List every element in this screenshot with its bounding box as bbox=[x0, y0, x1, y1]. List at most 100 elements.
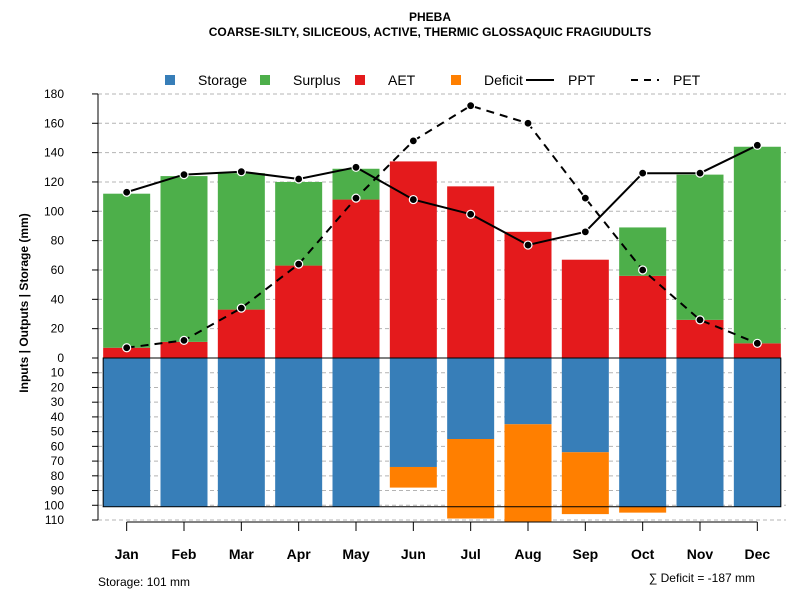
bar-surplus bbox=[275, 181, 323, 266]
y-tick-label-lower: 70 bbox=[51, 454, 65, 468]
legend-swatch bbox=[260, 75, 270, 85]
x-tick-label: Jul bbox=[461, 546, 481, 562]
bar-aet bbox=[504, 231, 552, 358]
bar-storage bbox=[103, 358, 151, 507]
bars bbox=[102, 146, 782, 522]
y-tick-label-lower: 110 bbox=[45, 513, 64, 527]
pet-point bbox=[236, 303, 246, 313]
pet-point bbox=[179, 335, 189, 345]
y-tick-label-upper: 140 bbox=[44, 146, 64, 160]
ppt-point bbox=[408, 194, 418, 205]
y-tick-label-lower: 80 bbox=[51, 469, 65, 483]
bar-aet bbox=[561, 259, 609, 358]
ppt-point bbox=[695, 168, 705, 178]
x-tick-label: Aug bbox=[514, 546, 541, 562]
ppt-point bbox=[351, 162, 361, 172]
ppt-point bbox=[294, 174, 304, 184]
storage-note: Storage: 101 mm bbox=[98, 575, 190, 589]
x-tick-label: Sep bbox=[572, 546, 598, 562]
x-tick-label: Jan bbox=[115, 546, 139, 562]
legend-label: Surplus bbox=[293, 72, 340, 88]
bar-aet bbox=[103, 347, 151, 358]
legend-swatch bbox=[165, 75, 175, 85]
pet-point bbox=[294, 259, 304, 269]
y-tick-label-lower: 10 bbox=[51, 366, 65, 380]
y-tick-label-upper: 100 bbox=[44, 204, 64, 218]
bar-deficit bbox=[561, 452, 609, 515]
bar-storage bbox=[217, 358, 265, 507]
ppt-point bbox=[466, 209, 476, 219]
bar-aet bbox=[733, 343, 781, 358]
ppt-point bbox=[638, 168, 648, 178]
bar-storage bbox=[676, 358, 724, 507]
axes: 0204060801001201401601801020304050607080… bbox=[44, 87, 770, 562]
storage-capacity-outline bbox=[102, 357, 782, 508]
bar-deficit bbox=[447, 438, 495, 519]
chart-subtitle: COARSE-SILTY, SILICEOUS, ACTIVE, THERMIC… bbox=[209, 25, 651, 39]
x-tick-label: Dec bbox=[744, 546, 770, 562]
y-tick-label-upper: 20 bbox=[51, 322, 65, 336]
bar-storage bbox=[733, 358, 781, 507]
y-tick-label-upper: 0 bbox=[57, 351, 64, 365]
legend-label: PPT bbox=[568, 72, 596, 88]
y-tick-label-upper: 40 bbox=[51, 292, 65, 306]
bar-deficit bbox=[619, 506, 667, 513]
pet-point bbox=[408, 136, 418, 146]
legend: Storage Surplus AET Deficit PPT PET bbox=[165, 72, 701, 88]
bar-deficit bbox=[504, 424, 552, 522]
x-tick-label: May bbox=[342, 546, 369, 562]
legend-label: PET bbox=[673, 72, 701, 88]
x-tick-label: Mar bbox=[229, 546, 254, 562]
x-tick-label: Oct bbox=[631, 546, 655, 562]
series-lines bbox=[122, 101, 762, 353]
bar-surplus bbox=[160, 176, 208, 342]
x-tick-label: Nov bbox=[687, 546, 714, 562]
legend-label: Storage bbox=[198, 72, 247, 88]
bar-surplus bbox=[217, 173, 265, 310]
ppt-point bbox=[580, 227, 590, 237]
legend-swatch bbox=[355, 75, 365, 85]
bar-surplus bbox=[103, 193, 151, 348]
pet-line bbox=[126, 104, 758, 349]
x-tick-label: Jun bbox=[401, 546, 426, 562]
y-tick-label-lower: 90 bbox=[51, 484, 65, 498]
pet-point bbox=[752, 338, 762, 348]
pet-point bbox=[695, 315, 705, 325]
bar-storage bbox=[275, 358, 323, 507]
x-tick-label: Feb bbox=[172, 546, 197, 562]
chart-title: PHEBA bbox=[409, 10, 451, 24]
y-tick-label-lower: 100 bbox=[44, 498, 64, 512]
y-tick-label-lower: 20 bbox=[51, 380, 65, 394]
y-tick-label-lower: 50 bbox=[51, 425, 65, 439]
bar-storage bbox=[561, 358, 609, 453]
y-axis-label: Inputs | Outputs | Storage (mm) bbox=[17, 213, 31, 392]
pet-point bbox=[466, 101, 476, 111]
bar-aet bbox=[275, 265, 323, 358]
bar-storage bbox=[619, 358, 667, 507]
ppt-point bbox=[752, 140, 762, 150]
ppt-point bbox=[236, 167, 246, 177]
pet-point bbox=[523, 118, 533, 128]
bar-surplus bbox=[733, 146, 781, 344]
y-tick-label-upper: 160 bbox=[44, 116, 64, 130]
ppt-line bbox=[126, 144, 758, 247]
bar-surplus bbox=[676, 174, 724, 320]
y-tick-label-lower: 40 bbox=[51, 410, 65, 424]
legend-label: AET bbox=[388, 72, 416, 88]
pet-point bbox=[638, 265, 648, 275]
bar-deficit bbox=[389, 466, 437, 488]
bar-aet bbox=[619, 275, 667, 358]
bar-storage bbox=[332, 358, 380, 507]
pet-point bbox=[580, 193, 590, 203]
pet-point bbox=[122, 343, 132, 353]
legend-label: Deficit bbox=[484, 72, 523, 88]
x-tick-label: Apr bbox=[287, 546, 312, 562]
bar-aet bbox=[389, 161, 437, 358]
bar-storage bbox=[389, 358, 437, 467]
legend-swatch bbox=[451, 75, 461, 85]
y-tick-label-lower: 30 bbox=[51, 395, 65, 409]
y-tick-label-upper: 120 bbox=[44, 175, 64, 189]
y-tick-label-upper: 60 bbox=[51, 263, 65, 277]
deficit-note: ∑ Deficit = -187 mm bbox=[649, 571, 755, 585]
